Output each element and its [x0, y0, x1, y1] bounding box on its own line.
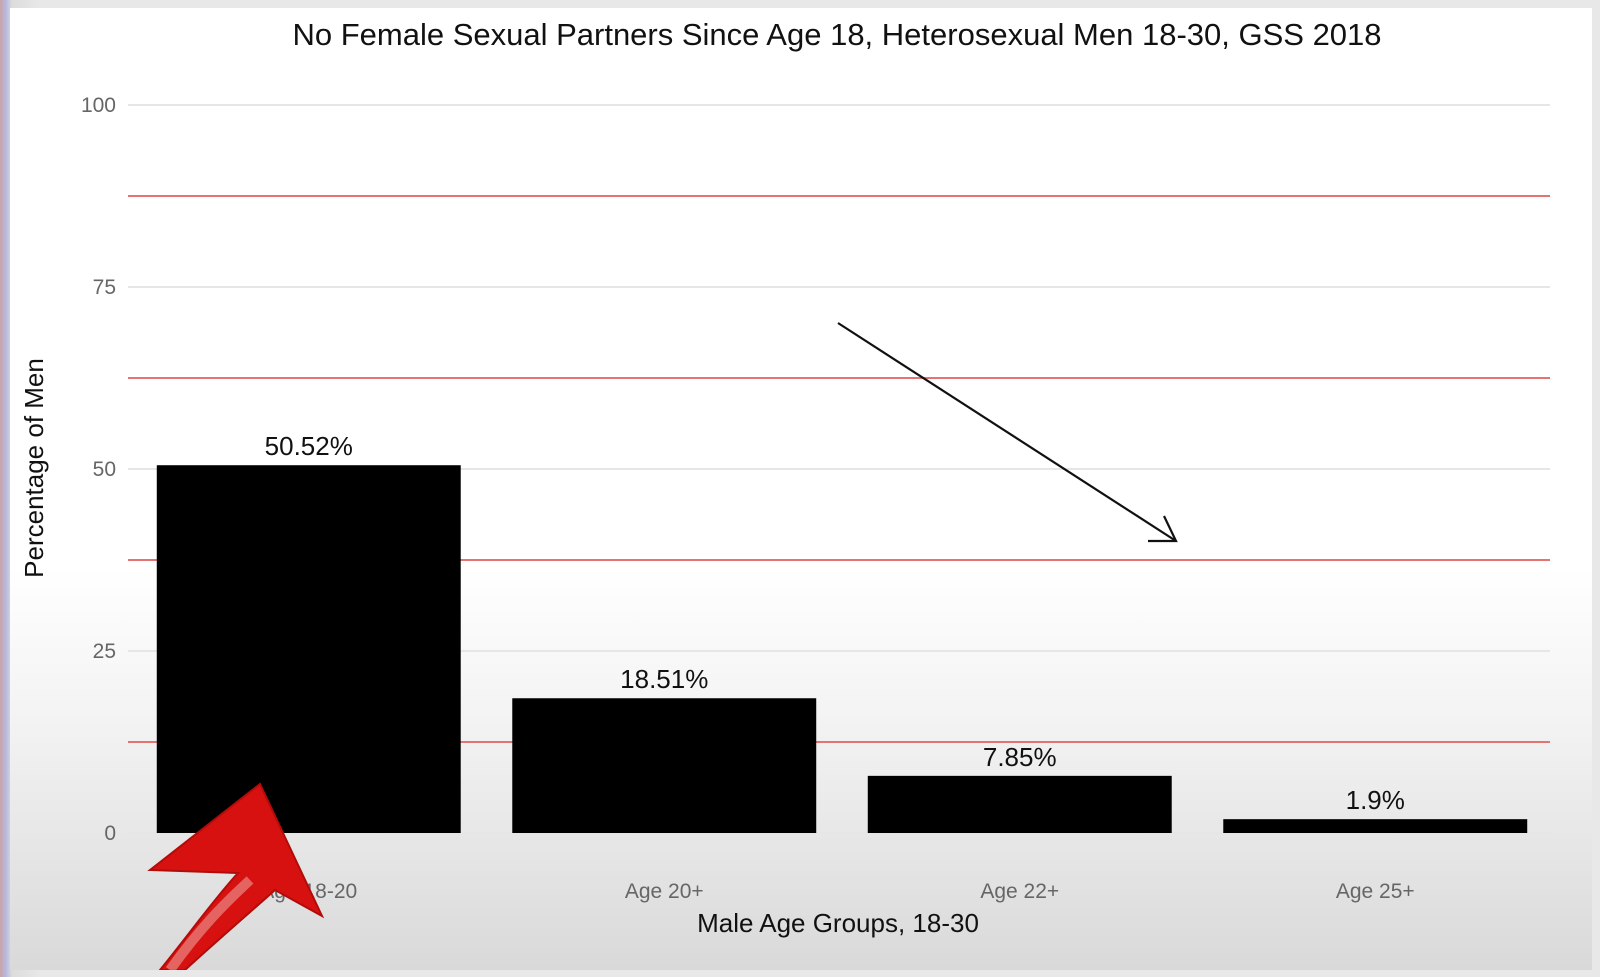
bar-chart: No Female Sexual Partners Since Age 18, … — [19, 17, 1550, 970]
value-labels: 50.52% 18.51% 7.85% 1.9% — [265, 431, 1405, 815]
red-pointer-arrow-icon — [147, 782, 325, 970]
value-label: 7.85% — [983, 742, 1057, 772]
bar — [1223, 819, 1528, 833]
y-tick-label: 0 — [104, 822, 116, 845]
x-axis-label: Male Age Groups, 18-30 — [697, 908, 979, 938]
value-label: 50.52% — [265, 431, 353, 461]
value-label: 1.9% — [1346, 785, 1405, 815]
y-tick-label: 50 — [93, 458, 116, 481]
bar — [156, 465, 461, 833]
x-tick-label: Age 22+ — [980, 880, 1059, 903]
trend-arrow-icon — [837, 322, 1178, 543]
y-tick-label: 100 — [81, 94, 116, 117]
y-tick-label: 75 — [93, 276, 116, 299]
x-tick-label: Age 25+ — [1336, 880, 1415, 903]
bar — [512, 698, 817, 833]
y-tick-label: 25 — [93, 640, 116, 663]
x-tick-label: Age 20+ — [625, 880, 704, 903]
bars — [156, 465, 1528, 833]
chart-title: No Female Sexual Partners Since Age 18, … — [292, 17, 1381, 52]
value-label: 18.51% — [620, 664, 708, 694]
y-axis-ticks: 0 25 50 75 100 — [81, 94, 116, 845]
bar — [867, 775, 1172, 833]
chart-frame: No Female Sexual Partners Since Age 18, … — [10, 8, 1592, 970]
y-axis-label: Percentage of Men — [19, 358, 49, 578]
